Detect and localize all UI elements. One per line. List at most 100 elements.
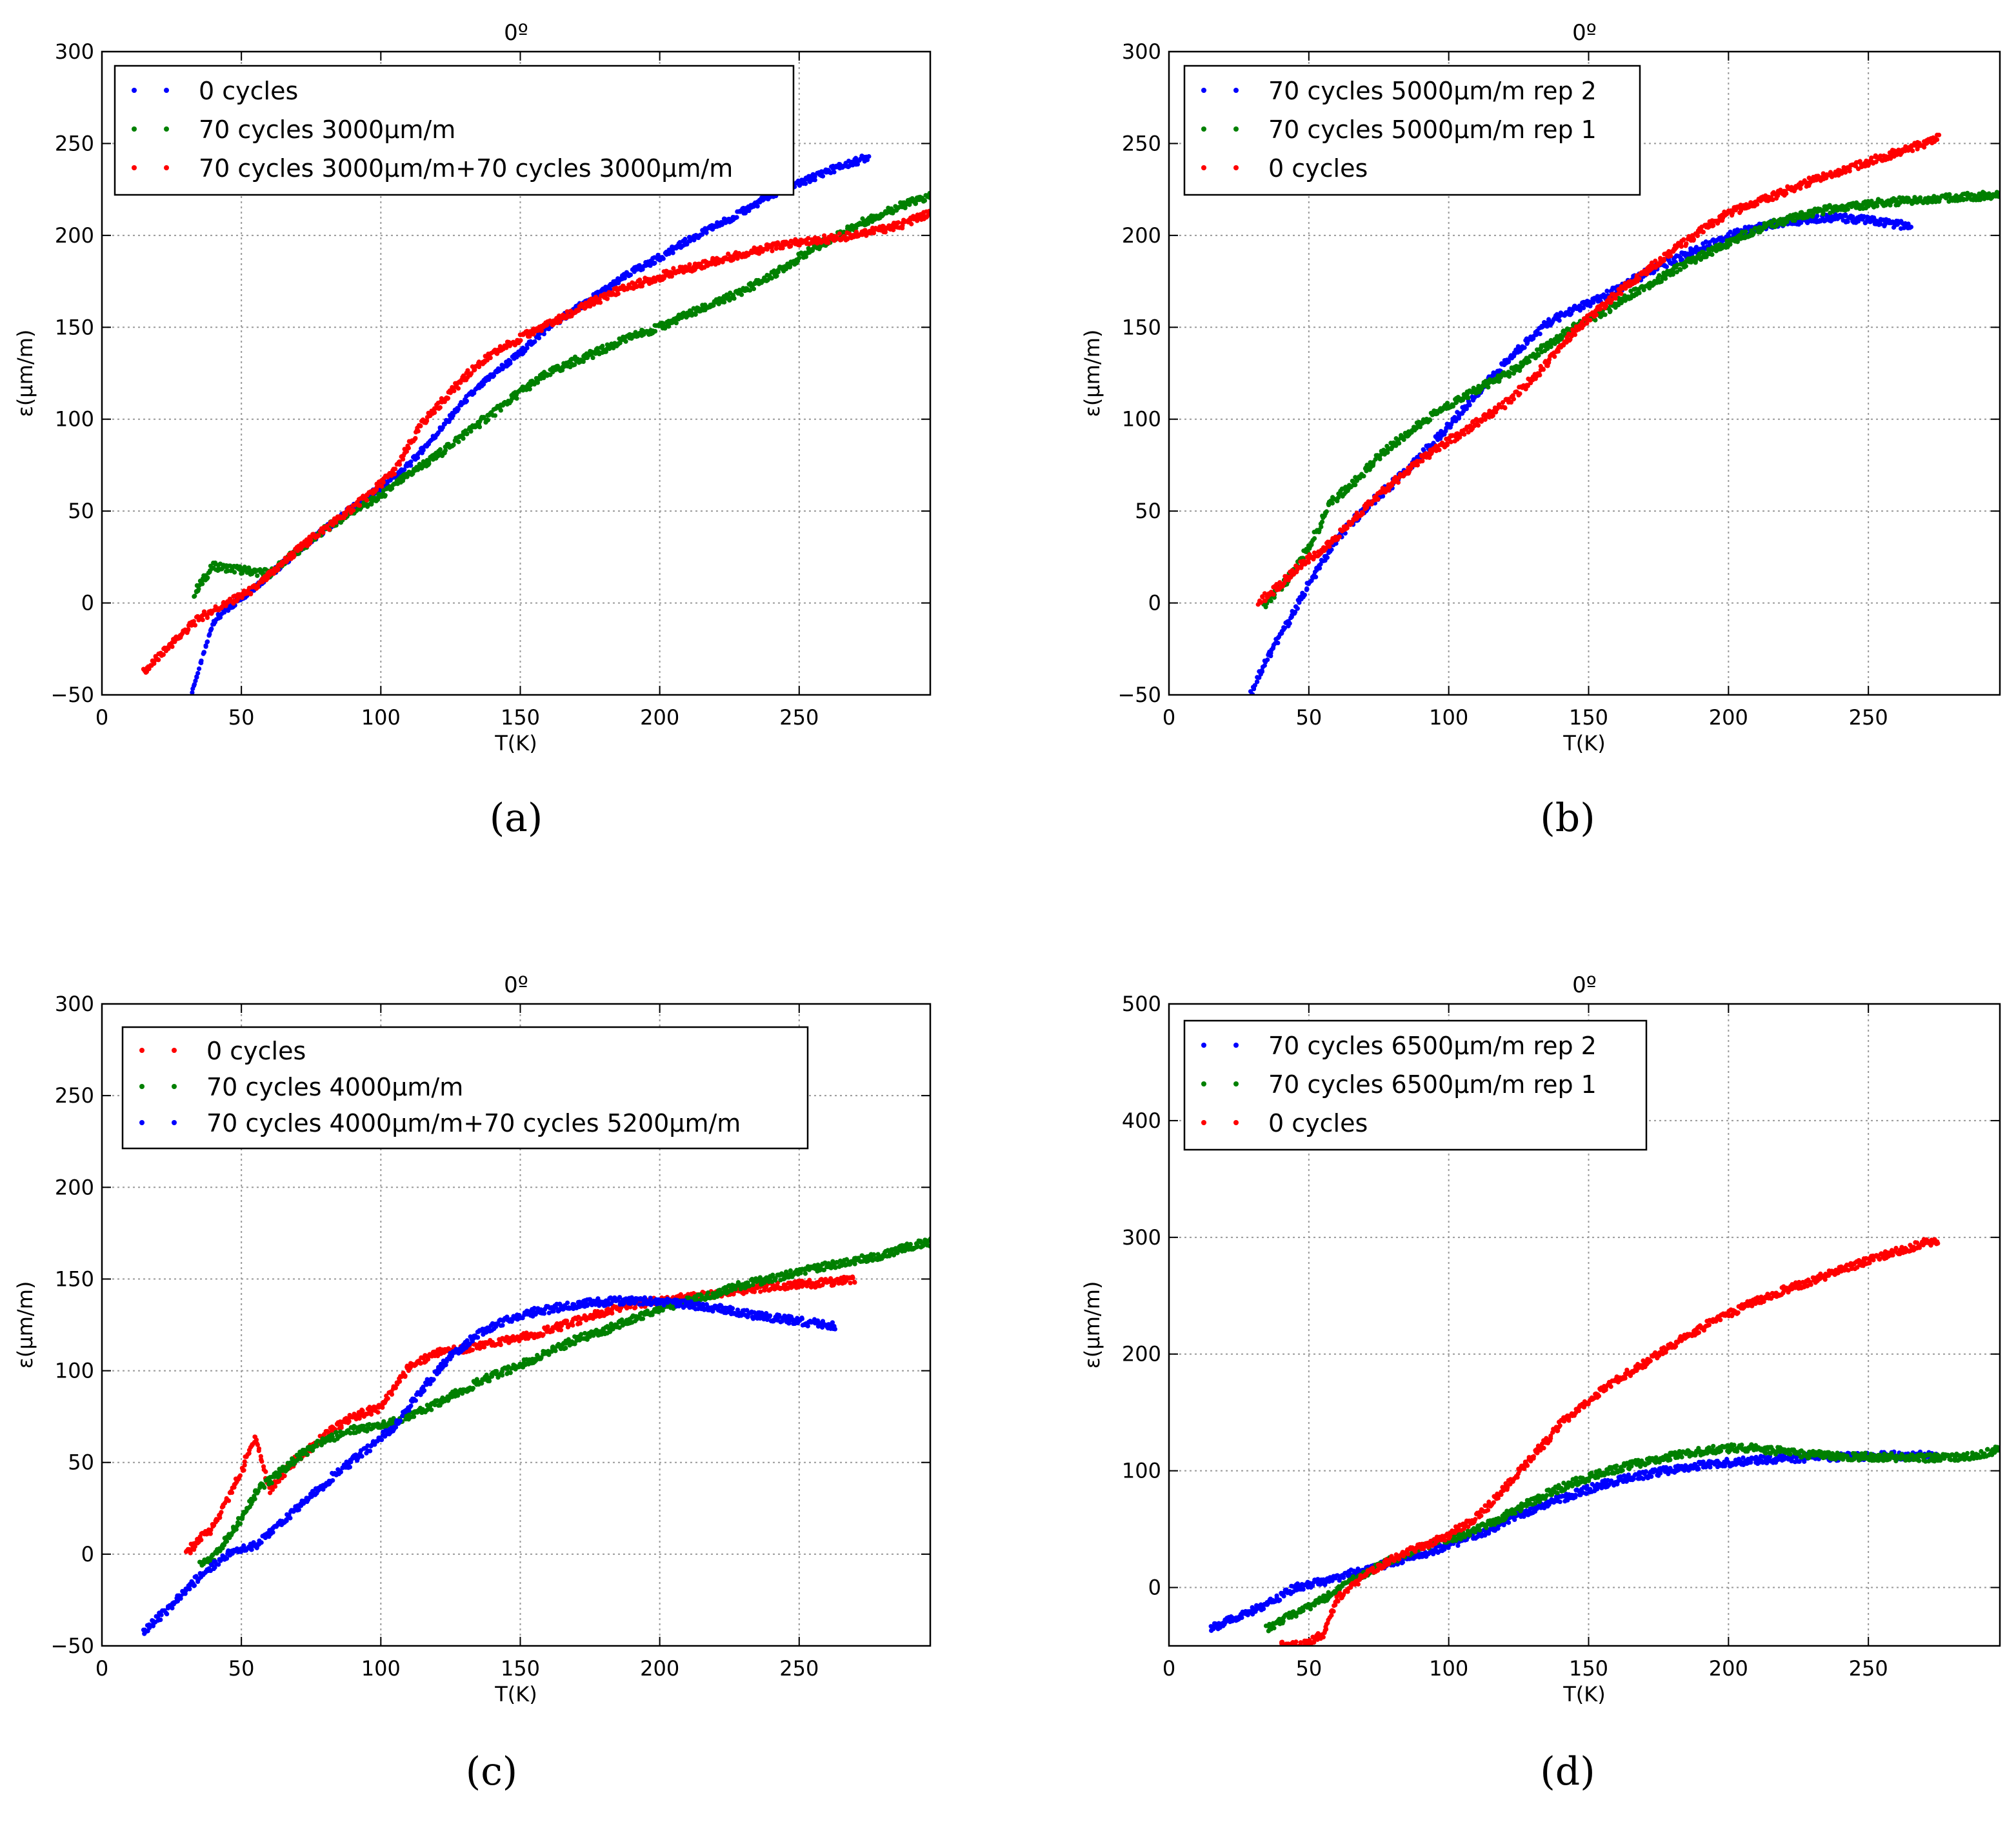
data-point xyxy=(1259,668,1264,673)
data-point xyxy=(710,255,715,261)
data-point xyxy=(1743,229,1748,234)
data-point xyxy=(1561,343,1566,348)
data-point xyxy=(1679,244,1684,249)
data-point xyxy=(1906,221,1911,226)
data-point xyxy=(1511,396,1517,402)
data-point xyxy=(1265,657,1270,663)
data-point xyxy=(1546,360,1552,365)
data-point xyxy=(1312,536,1317,541)
data-point xyxy=(485,417,491,423)
data-point xyxy=(1444,443,1450,448)
data-point xyxy=(895,220,901,225)
data-point xyxy=(437,447,443,452)
data-point xyxy=(1271,592,1276,597)
data-point xyxy=(576,308,581,313)
data-point xyxy=(292,553,297,558)
data-point xyxy=(769,275,774,281)
data-point xyxy=(1842,170,1848,175)
data-point xyxy=(1427,417,1433,423)
legend-entry-label: 70 cycles 3000μm/m xyxy=(199,115,455,144)
data-point xyxy=(1282,625,1288,630)
data-point xyxy=(1784,219,1790,225)
data-point xyxy=(837,231,842,236)
data-point xyxy=(590,355,595,361)
data-point xyxy=(1701,229,1706,235)
data-point xyxy=(1536,353,1541,358)
y-tick-label: 0 xyxy=(81,591,94,616)
data-point xyxy=(1395,480,1401,485)
data-point xyxy=(351,508,356,513)
data-point xyxy=(1784,191,1789,196)
chart-panel-a: 0 50 100 150 200 250−500501001502002503000ºT(… xyxy=(13,20,932,841)
data-point xyxy=(415,455,421,461)
data-point xyxy=(1674,270,1679,275)
data-point xyxy=(1619,291,1624,296)
data-point xyxy=(1350,478,1355,484)
data-point xyxy=(1522,345,1527,350)
data-point xyxy=(1526,359,1532,364)
data-point xyxy=(217,615,223,620)
data-point xyxy=(161,652,166,657)
data-point xyxy=(1336,534,1342,540)
data-point xyxy=(1313,574,1319,579)
legend-entry-label: 70 cycles 3000μm/m+70 cycles 3000μm/m xyxy=(199,154,733,183)
y-tick-label: 200 xyxy=(55,223,94,248)
data-point xyxy=(1306,559,1311,565)
data-point xyxy=(730,292,735,297)
data-point xyxy=(812,174,817,179)
data-point xyxy=(1671,270,1676,275)
data-point xyxy=(853,229,859,235)
data-point xyxy=(1917,195,1923,200)
data-point xyxy=(1778,187,1783,192)
data-point xyxy=(1679,257,1685,263)
data-point xyxy=(1318,561,1323,567)
data-point xyxy=(1517,391,1522,396)
data-point xyxy=(1295,606,1300,611)
y-tick-label: −50 xyxy=(50,683,94,707)
data-point xyxy=(205,639,210,645)
data-point xyxy=(1361,474,1366,479)
data-point xyxy=(207,632,212,637)
data-point xyxy=(1598,306,1603,312)
y-tick-label: 100 xyxy=(55,407,94,432)
data-point xyxy=(491,373,497,378)
data-point xyxy=(860,216,865,221)
data-point xyxy=(192,682,197,687)
data-point xyxy=(661,256,666,261)
data-point xyxy=(203,644,208,649)
y-tick-label: 100 xyxy=(1122,407,1161,432)
data-point xyxy=(1444,425,1449,431)
data-point xyxy=(421,448,426,453)
x-tick-label: 100 xyxy=(361,705,401,730)
data-point xyxy=(1637,276,1642,281)
data-point xyxy=(788,244,793,249)
data-point xyxy=(1771,218,1777,224)
data-point xyxy=(1662,276,1668,281)
data-point xyxy=(866,154,872,159)
data-point xyxy=(1344,525,1350,531)
data-point xyxy=(1657,273,1662,278)
legend-entry-label: 0 cycles xyxy=(199,77,298,105)
panel-caption: (a) xyxy=(490,796,543,841)
data-point xyxy=(468,429,474,434)
data-point xyxy=(683,237,688,242)
data-point xyxy=(803,254,808,259)
data-point xyxy=(170,644,175,649)
data-point xyxy=(600,343,605,349)
data-point xyxy=(330,523,335,528)
data-point xyxy=(652,328,658,334)
data-point xyxy=(900,223,905,228)
legend-marker xyxy=(164,126,169,132)
data-point xyxy=(196,586,201,592)
data-point xyxy=(1533,332,1539,337)
data-point xyxy=(1845,219,1850,225)
data-point xyxy=(1728,242,1733,247)
data-point xyxy=(1845,206,1850,212)
data-point xyxy=(913,201,919,206)
data-point xyxy=(652,261,657,266)
data-point xyxy=(623,339,628,344)
data-point xyxy=(1324,509,1329,514)
data-point xyxy=(1678,267,1683,272)
legend: 0 cycles 70 cycles 3000μm/m 70 cycles 3000… xyxy=(114,65,795,196)
data-point xyxy=(200,617,205,623)
